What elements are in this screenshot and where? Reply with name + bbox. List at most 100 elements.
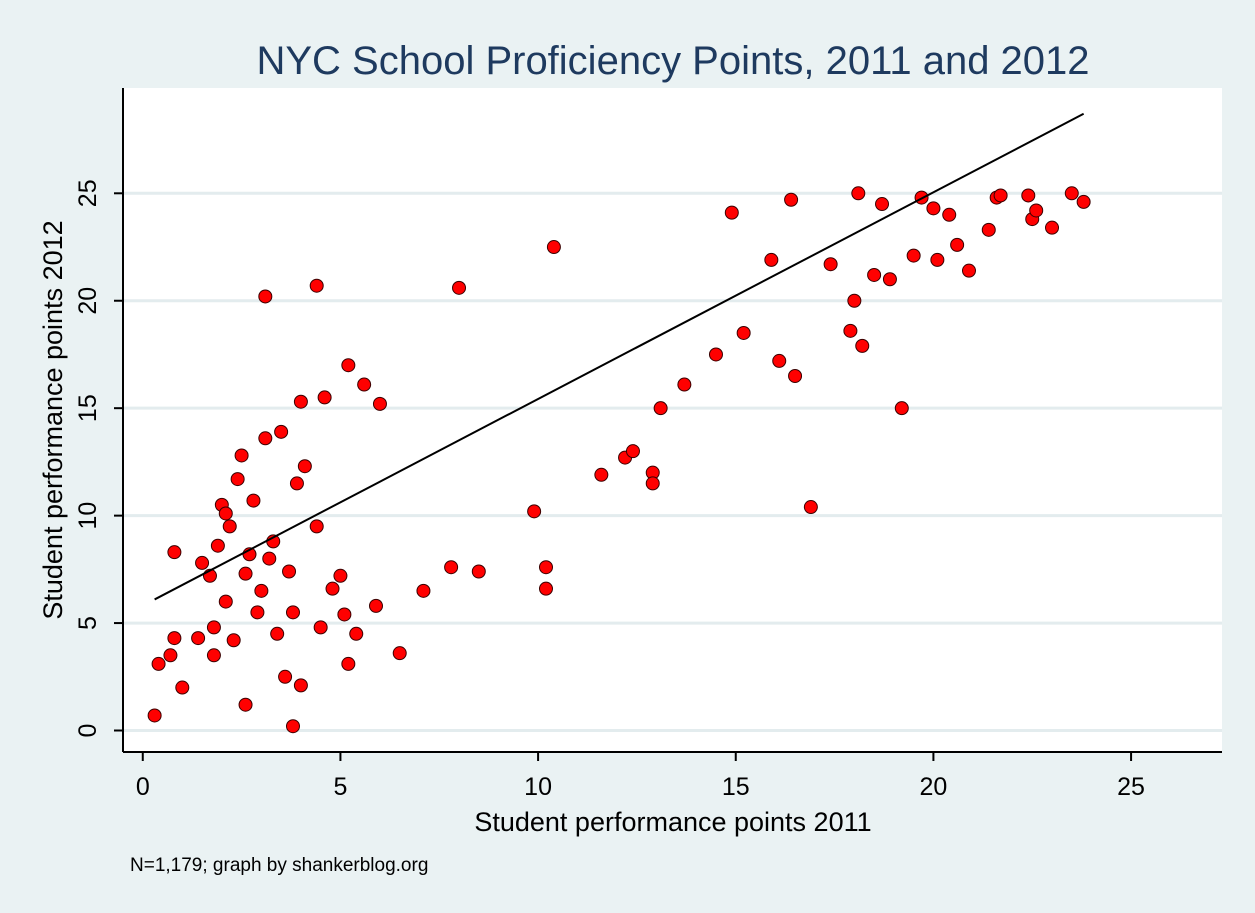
data-point [309, 278, 324, 293]
data-point [206, 648, 221, 663]
data-point [625, 444, 640, 459]
x-tick-label: 25 [1117, 773, 1145, 801]
data-point [289, 476, 304, 491]
data-point [788, 368, 803, 383]
data-point [803, 500, 818, 515]
gridlines [123, 191, 1222, 733]
data-point [218, 506, 233, 521]
data-point [297, 459, 312, 474]
data-point [282, 564, 297, 579]
data-point [369, 598, 384, 613]
axes [122, 88, 1222, 753]
data-point [151, 656, 166, 671]
data-point [392, 646, 407, 661]
data-point [930, 252, 945, 267]
data-point [594, 467, 609, 482]
data-point [527, 504, 542, 519]
data-point [309, 519, 324, 534]
data-point [349, 626, 364, 641]
data-point [981, 222, 996, 237]
data-point [313, 620, 328, 635]
data-point [784, 192, 799, 207]
data-point [926, 201, 941, 216]
data-point [333, 568, 348, 583]
data-point [341, 358, 356, 373]
data-point [285, 605, 300, 620]
data-point [262, 551, 277, 566]
data-point [1064, 186, 1079, 201]
y-tick-label: 10 [74, 502, 102, 530]
data-point [993, 188, 1008, 203]
data-point [875, 197, 890, 212]
data-point [653, 401, 668, 416]
chart-note: N=1,179; graph by shankerblog.org [130, 855, 428, 876]
data-point [238, 566, 253, 581]
data-point [823, 257, 838, 272]
x-tick-label: 10 [524, 773, 552, 801]
data-point [546, 240, 561, 255]
data-point [167, 545, 182, 560]
data-point [867, 267, 882, 282]
data-point [357, 377, 372, 392]
data-point [258, 289, 273, 304]
y-tick-label: 15 [74, 394, 102, 422]
data-point [851, 186, 866, 201]
y-tick-label: 0 [74, 724, 102, 738]
data-point [317, 390, 332, 405]
data-point [167, 631, 182, 646]
data-point [246, 493, 261, 508]
data-point [337, 607, 352, 622]
data-point [736, 325, 751, 340]
data-point [444, 560, 459, 575]
data-point [191, 631, 206, 646]
data-point [234, 448, 249, 463]
data-point [258, 431, 273, 446]
data-point [538, 581, 553, 596]
data-point [847, 293, 862, 308]
data-point [961, 263, 976, 278]
data-point [538, 560, 553, 575]
data-point [341, 656, 356, 671]
data-point [285, 719, 300, 734]
data-point [708, 347, 723, 362]
data-point [270, 626, 285, 641]
data-point [293, 394, 308, 409]
data-point [471, 564, 486, 579]
data-point [222, 519, 237, 534]
data-point [372, 396, 387, 411]
y-ticks: 0 5 10 15 20 25 [74, 179, 123, 737]
data-point [325, 581, 340, 596]
data-point [293, 678, 308, 693]
data-point [230, 472, 245, 487]
y-axis-label: Student performance points 2012 [38, 220, 68, 619]
data-point [238, 697, 253, 712]
data-point [274, 424, 289, 439]
data-point [1029, 203, 1044, 218]
data-point [226, 633, 241, 648]
data-point [147, 708, 162, 723]
data-point [278, 669, 293, 684]
x-axis-label: Student performance points 2011 [474, 807, 871, 837]
data-point [772, 353, 787, 368]
data-point [1076, 194, 1091, 209]
chart-title: NYC School Proficiency Points, 2011 and … [256, 39, 1089, 83]
x-tick-label: 0 [136, 773, 150, 801]
data-point [942, 207, 957, 222]
data-point [894, 401, 909, 416]
fit-line [154, 112, 1085, 601]
y-tick-label: 25 [74, 179, 102, 207]
data-point [645, 476, 660, 491]
plot-area [123, 88, 1222, 752]
fit-line-group [154, 112, 1085, 601]
data-point [677, 377, 692, 392]
data-point [882, 272, 897, 287]
data-point [250, 605, 265, 620]
y-tick-label: 20 [74, 287, 102, 315]
data-point [416, 583, 431, 598]
data-point [764, 252, 779, 267]
x-tick-label: 5 [333, 773, 347, 801]
data-point [210, 538, 225, 553]
data-point [163, 648, 178, 663]
x-tick-label: 15 [722, 773, 750, 801]
